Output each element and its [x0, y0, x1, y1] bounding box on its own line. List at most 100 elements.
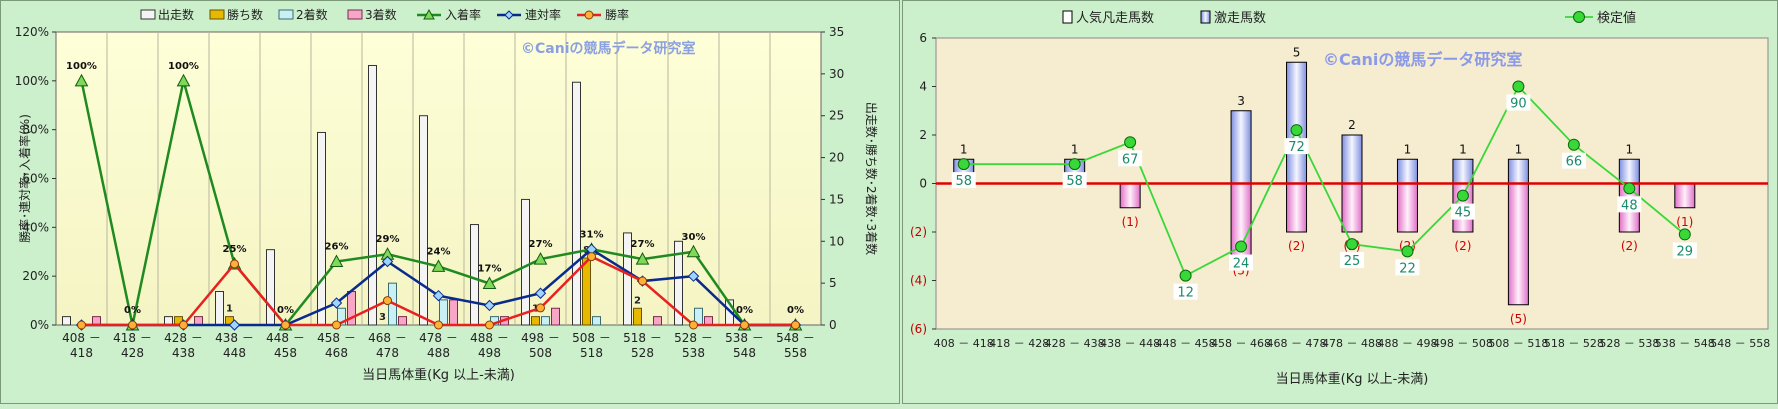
- bar-人気凡走馬数: [1674, 183, 1696, 209]
- x-tick-label: 538: [682, 346, 705, 360]
- x-tick-label: 488 －: [470, 331, 509, 345]
- x-tick-label: 548: [733, 346, 756, 360]
- x-tick-label: 518 －: [623, 331, 662, 345]
- bar-出走数: [164, 316, 173, 326]
- x-tick-label: 418: [70, 346, 93, 360]
- marker-circle: [77, 320, 86, 330]
- x-tick-label: 548 － 558: [1710, 337, 1770, 350]
- bar-3着数: [92, 316, 101, 326]
- legend-label: 勝率: [605, 7, 629, 22]
- bar-人気凡走馬数: [1286, 183, 1308, 233]
- bar-激走馬数: [1286, 61, 1308, 184]
- bar-人気凡走馬数: [1507, 183, 1529, 306]
- bar-value-label: 1: [1404, 142, 1412, 156]
- legend-swatch: [140, 9, 156, 20]
- kentei-value-label: 58: [1066, 174, 1083, 189]
- x-tick-label: 448 －: [266, 331, 305, 345]
- y2-tick-label: 25: [829, 109, 844, 123]
- marker-triangle: [176, 73, 191, 87]
- right-chart-panel: (6) (4) (2) 0 2 4 6 408 － 418 418 － 428 428 － 438…: [902, 0, 1778, 404]
- x-tick-label: 438 －: [215, 331, 254, 345]
- x-tick-label: 488: [427, 346, 450, 360]
- percent-label: 0%: [124, 305, 141, 316]
- marker-circle: [587, 252, 596, 262]
- value-label-bg: [1561, 152, 1586, 169]
- kentei-value-label: 25: [1344, 254, 1361, 269]
- x-tick-label: 468: [325, 346, 348, 360]
- x-tick-label: 508 －: [572, 331, 611, 345]
- x-tick-label: 418 －: [113, 331, 152, 345]
- y2-tick-label: 15: [829, 192, 844, 206]
- value-label-bg: [1617, 196, 1642, 213]
- y-tick-label: 2: [919, 128, 927, 142]
- marker-triangle: [431, 259, 446, 272]
- y-tick-label: (2): [910, 225, 927, 239]
- marker-triangle: [329, 254, 344, 268]
- bar-value-label: 5: [1293, 45, 1301, 59]
- bar-value-label: 1: [1626, 142, 1634, 156]
- legend-label: 出走数: [158, 7, 194, 22]
- legend-marker: [423, 8, 435, 20]
- x-tick-label: 538 － 548: [1655, 337, 1715, 350]
- marker-diamond: [534, 287, 547, 299]
- marker-circle: [638, 276, 647, 286]
- kentei-value-label: 45: [1455, 206, 1472, 221]
- bar-value-label: (5): [1510, 312, 1527, 326]
- x-tick-label: 498 －: [521, 331, 560, 345]
- bar-value-label: 1: [960, 142, 968, 156]
- marker-検定値: [1124, 136, 1137, 149]
- legend-swatch: [1200, 10, 1211, 24]
- bar-出走数: [266, 249, 275, 326]
- y2-tick-label: 35: [829, 25, 844, 39]
- marker-検定値: [1456, 189, 1469, 202]
- kentei-value-label: 66: [1566, 155, 1583, 170]
- bar-2着数: [337, 307, 346, 326]
- percent-label: 100%: [168, 61, 199, 72]
- bar-value-label: 1: [1515, 142, 1523, 156]
- percent-label: 29%: [376, 234, 400, 245]
- marker-検定値: [1512, 80, 1525, 93]
- left-chart-panel: 0% 20% 40% 60% 80% 100% 120% 0 5 10 15 20 25 30 35 408 …: [0, 0, 900, 404]
- x-tick-label: 508 － 518: [1488, 337, 1548, 350]
- x-tick-label: 428 －: [164, 331, 203, 345]
- y2-tick-label: 0: [829, 318, 837, 332]
- y-tick-label: 0%: [30, 318, 49, 332]
- x-tick-label: 478 －: [419, 331, 458, 345]
- kentei-value-label: 29: [1677, 244, 1694, 259]
- kentei-value-label: 24: [1233, 257, 1250, 272]
- legend-label: 入着率: [445, 7, 481, 22]
- x-tick-label: 448 － 458: [1156, 337, 1216, 350]
- y-tick-label: 60%: [22, 172, 49, 186]
- bar-出走数: [470, 224, 479, 326]
- x-tick-label: 488 － 498: [1377, 337, 1437, 350]
- bar-勝ち数: [582, 257, 591, 326]
- bar-value-label: 3: [1237, 94, 1245, 108]
- y-tick-label: 6: [919, 31, 927, 45]
- bar-出走数: [521, 198, 530, 326]
- kentei-value-label: 72: [1288, 140, 1305, 155]
- x-tick-label: 478: [376, 346, 399, 360]
- x-tick-label: 508: [529, 346, 552, 360]
- marker-diamond: [330, 297, 343, 309]
- kentei-value-label: 58: [955, 174, 972, 189]
- bar-出走数: [215, 291, 224, 326]
- bar-人気凡走馬数: [1396, 183, 1418, 233]
- bar-出走数: [368, 64, 377, 326]
- legend-marker: [504, 10, 514, 20]
- percent-label: 27%: [631, 239, 655, 250]
- marker-検定値: [957, 158, 970, 171]
- y-tick-label: (4): [910, 274, 927, 288]
- bar-勝ち数: [633, 307, 642, 326]
- bar-3着数: [551, 307, 560, 326]
- x-tick-label: 498 － 508: [1433, 337, 1493, 350]
- value-label-bg: [951, 172, 976, 189]
- marker-triangle: [635, 252, 650, 265]
- kentei-value-label: 22: [1399, 261, 1416, 276]
- bar-激走馬数: [1507, 158, 1529, 184]
- marker-検定値: [1179, 269, 1192, 282]
- marker-circle: [179, 320, 188, 330]
- marker-検定値: [1346, 238, 1358, 251]
- marker-triangle: [74, 73, 89, 87]
- y2-tick-label: 10: [829, 234, 844, 248]
